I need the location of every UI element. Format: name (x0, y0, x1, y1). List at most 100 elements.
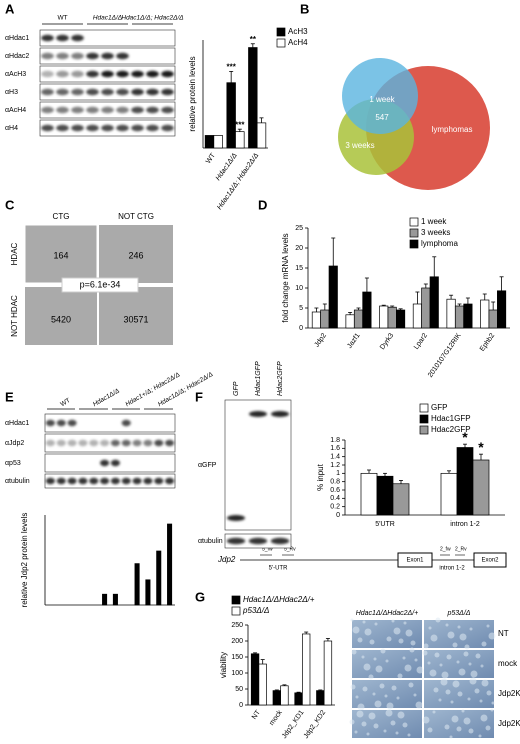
y-tick-label: 0.8 (330, 479, 340, 486)
blot-strip (44, 453, 176, 473)
legend-swatch (419, 403, 429, 413)
blot-band (56, 439, 66, 447)
blot-band (86, 106, 99, 114)
annotation: ** (250, 35, 257, 44)
cell-texture (374, 622, 378, 626)
cell-texture (386, 702, 394, 710)
bar (472, 459, 490, 516)
blot-band (131, 124, 144, 132)
group-label: WT (57, 15, 67, 22)
column-header: CTG (53, 212, 70, 221)
bar (396, 309, 406, 329)
cell-texture (488, 632, 496, 640)
bar (480, 299, 490, 329)
bar (134, 563, 140, 606)
cell-texture (354, 730, 358, 734)
cell-texture (369, 639, 375, 645)
bar (272, 690, 281, 706)
bar (280, 685, 289, 706)
blot-band (71, 52, 84, 60)
table-cell-text: 5420 (51, 314, 71, 324)
micrograph-row-label: Jdp2KD_2 (498, 719, 520, 728)
blot-strip (44, 433, 176, 453)
bar (387, 306, 397, 329)
cell-texture (480, 664, 484, 668)
cell-texture (475, 653, 481, 659)
blot-row-label: αJdp2 (5, 440, 24, 447)
bar (213, 135, 223, 149)
y-tick-label: 1.8 (330, 437, 340, 444)
cell-texture (391, 685, 397, 691)
y-tick-label: 25 (295, 225, 303, 232)
lane-label: GFP (233, 381, 240, 396)
blot-strip (224, 399, 292, 531)
cell-texture (383, 729, 387, 733)
cell-texture (423, 643, 429, 649)
micrograph-tile (424, 710, 494, 738)
gene-diagram: Jdp2 5_fw 5_Rv 2_fw 2_Rv 5'-UTR Exon1 in… (217, 546, 507, 572)
legend-label: Hdac2GFP (431, 425, 471, 434)
blot-band (131, 70, 144, 78)
cell-texture (447, 631, 455, 639)
blot-band (56, 106, 69, 114)
cell-texture (375, 665, 383, 673)
blot-band (161, 70, 174, 78)
cell-texture (409, 647, 415, 653)
x-tick-label: Hdac1Δ/Δ (215, 152, 239, 182)
y-tick-label: 20 (295, 245, 303, 252)
x-tick-label: intron 1-2 (450, 521, 480, 528)
blot-row-label: αGFP (198, 462, 217, 469)
x-tick-label: Dyrk3 (379, 332, 395, 351)
blot-band (56, 124, 69, 132)
blot-band (100, 459, 110, 467)
group-label: Hdac1+/Δ; Hdac2Δ/Δ (124, 371, 181, 408)
blot-band (249, 411, 267, 417)
y-tick-label: 15 (295, 265, 303, 272)
cell-texture (362, 686, 368, 692)
blot-band (67, 419, 77, 427)
venn-label: 547 (375, 113, 389, 122)
bar (488, 309, 498, 329)
group-label: Hdac1Δ/Δ; Hdac2Δ/Δ (157, 371, 214, 408)
venn-label: lymphomas (432, 125, 473, 134)
blot-band (271, 411, 289, 417)
y-axis-label: % input (316, 463, 325, 490)
cell-texture (391, 619, 395, 623)
blot-band (131, 88, 144, 96)
blot-band (41, 106, 54, 114)
legend-swatch (409, 228, 419, 238)
blot-band (143, 439, 153, 447)
blot-strip (44, 473, 176, 489)
blot-band (41, 52, 54, 60)
cell-texture (362, 620, 366, 624)
cell-texture (480, 714, 488, 722)
cell-texture (481, 641, 487, 647)
y-axis-label: relative Jdp2 protein levels (20, 513, 29, 608)
blot-band (146, 124, 159, 132)
blot-band (161, 88, 174, 96)
cell-texture (429, 669, 437, 677)
legend-label: lymphoma (421, 239, 458, 248)
bar (258, 663, 267, 706)
bar (294, 692, 303, 706)
group-label: WT (59, 397, 71, 408)
blot-band (110, 477, 120, 485)
blot-band (161, 106, 174, 114)
blot-band (41, 124, 54, 132)
cell-texture (374, 700, 382, 708)
cell-texture (444, 724, 450, 730)
cell-texture (368, 712, 376, 720)
legend-swatch (231, 606, 241, 616)
primer-label: 5_fw (262, 546, 273, 552)
blot-band (78, 477, 88, 485)
cell-texture (427, 727, 433, 733)
bar (235, 131, 245, 149)
cell-texture (434, 652, 440, 658)
panel-letter: E (5, 389, 14, 404)
cell-texture (349, 719, 355, 725)
blot-band (71, 106, 84, 114)
x-tick-label: Jdp2 (314, 332, 329, 349)
y-tick-label: 0 (299, 325, 303, 332)
y-tick-label: 0 (239, 702, 243, 709)
